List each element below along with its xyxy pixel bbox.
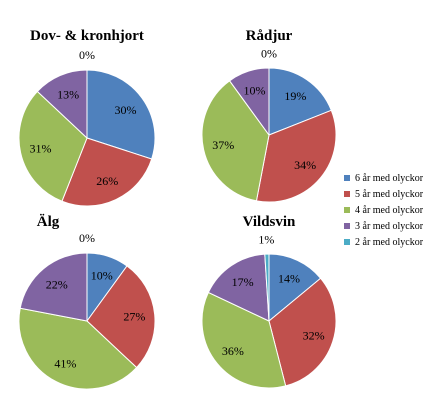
legend-label-1: 6 år med olyckor [355,173,424,184]
chart-2: Rådjur 19% 34% 37% 10% 0% [201,28,337,203]
chart-1-label-2: 26% [96,174,118,188]
chart-4-slice-3 [201,291,287,389]
chart-4-label-1: 14% [278,272,300,286]
chart-1-label-1: 30% [115,103,137,117]
chart-2-label-1: 19% [284,89,306,103]
chart-1-slice-1 [86,69,156,160]
chart-3-slice-3 [18,307,138,390]
chart-4-slice-2 [268,277,337,387]
legend-label-4: 3 år med olyckor [355,221,424,232]
legend-swatch-1 [344,175,350,181]
chart-2-title: Rådjur [246,28,293,44]
chart-3-slice-4 [19,252,88,322]
chart-2-slice-1 [268,67,332,136]
chart-1-slice-3 [18,90,88,202]
chart-2-label-5: 0% [261,46,277,60]
chart-4-label-5: 1% [258,232,274,246]
chart-3-label-3: 41% [54,356,76,370]
legend-swatch-4 [344,223,350,229]
chart-4-label-3: 36% [222,344,244,358]
chart-4-slice-5 [264,253,270,322]
chart-1-label-5: 0% [79,48,95,62]
chart-2-slice-3 [201,80,270,202]
chart-3-title: Älg [37,214,60,230]
chart-2-label-3: 37% [212,138,234,152]
legend: 6 år med olyckor 5 år med olyckor 4 år med… [344,173,424,248]
chart-3: Älg 10% 27% 41% 22% 0% [18,214,156,390]
chart-1-slice-4 [36,69,88,140]
chart-1: Dov- & kronhjort 30% 26% 31% 13% 0% [18,28,156,207]
chart-3-label-1: 10% [91,269,113,283]
chart-4-label-2: 32% [303,329,325,343]
chart-4-slice-1 [268,253,322,323]
chart-1-slice-2 [61,137,153,207]
legend-swatch-3 [344,207,350,213]
legend-swatch-2 [344,191,350,197]
chart-1-label-3: 31% [30,141,52,155]
chart-4-title: Vildsvin [243,214,296,230]
legend-swatch-5 [344,239,350,245]
chart-3-label-2: 27% [123,310,145,324]
chart-2-slice-4 [228,67,270,137]
chart-3-label-5: 0% [79,231,95,245]
legend-label-2: 5 år med olyckor [355,189,424,200]
chart-2-label-2: 34% [294,158,316,172]
chart-3-slice-2 [86,265,156,369]
chart-4-label-4: 17% [232,275,254,289]
chart-3-label-4: 22% [46,277,68,291]
legend-label-5: 2 år med olyckor [355,237,424,248]
chart-1-label-4: 13% [57,87,79,101]
chart-1-title: Dov- & kronhjort [30,28,144,44]
chart-4-slice-4 [207,253,270,322]
chart-2-slice-2 [255,109,337,203]
chart-4: Vildsvin 14% 32% 36% 17% 1% [201,214,337,389]
chart-2-label-4: 10% [244,83,266,97]
legend-label-3: 4 år med olyckor [355,205,424,216]
